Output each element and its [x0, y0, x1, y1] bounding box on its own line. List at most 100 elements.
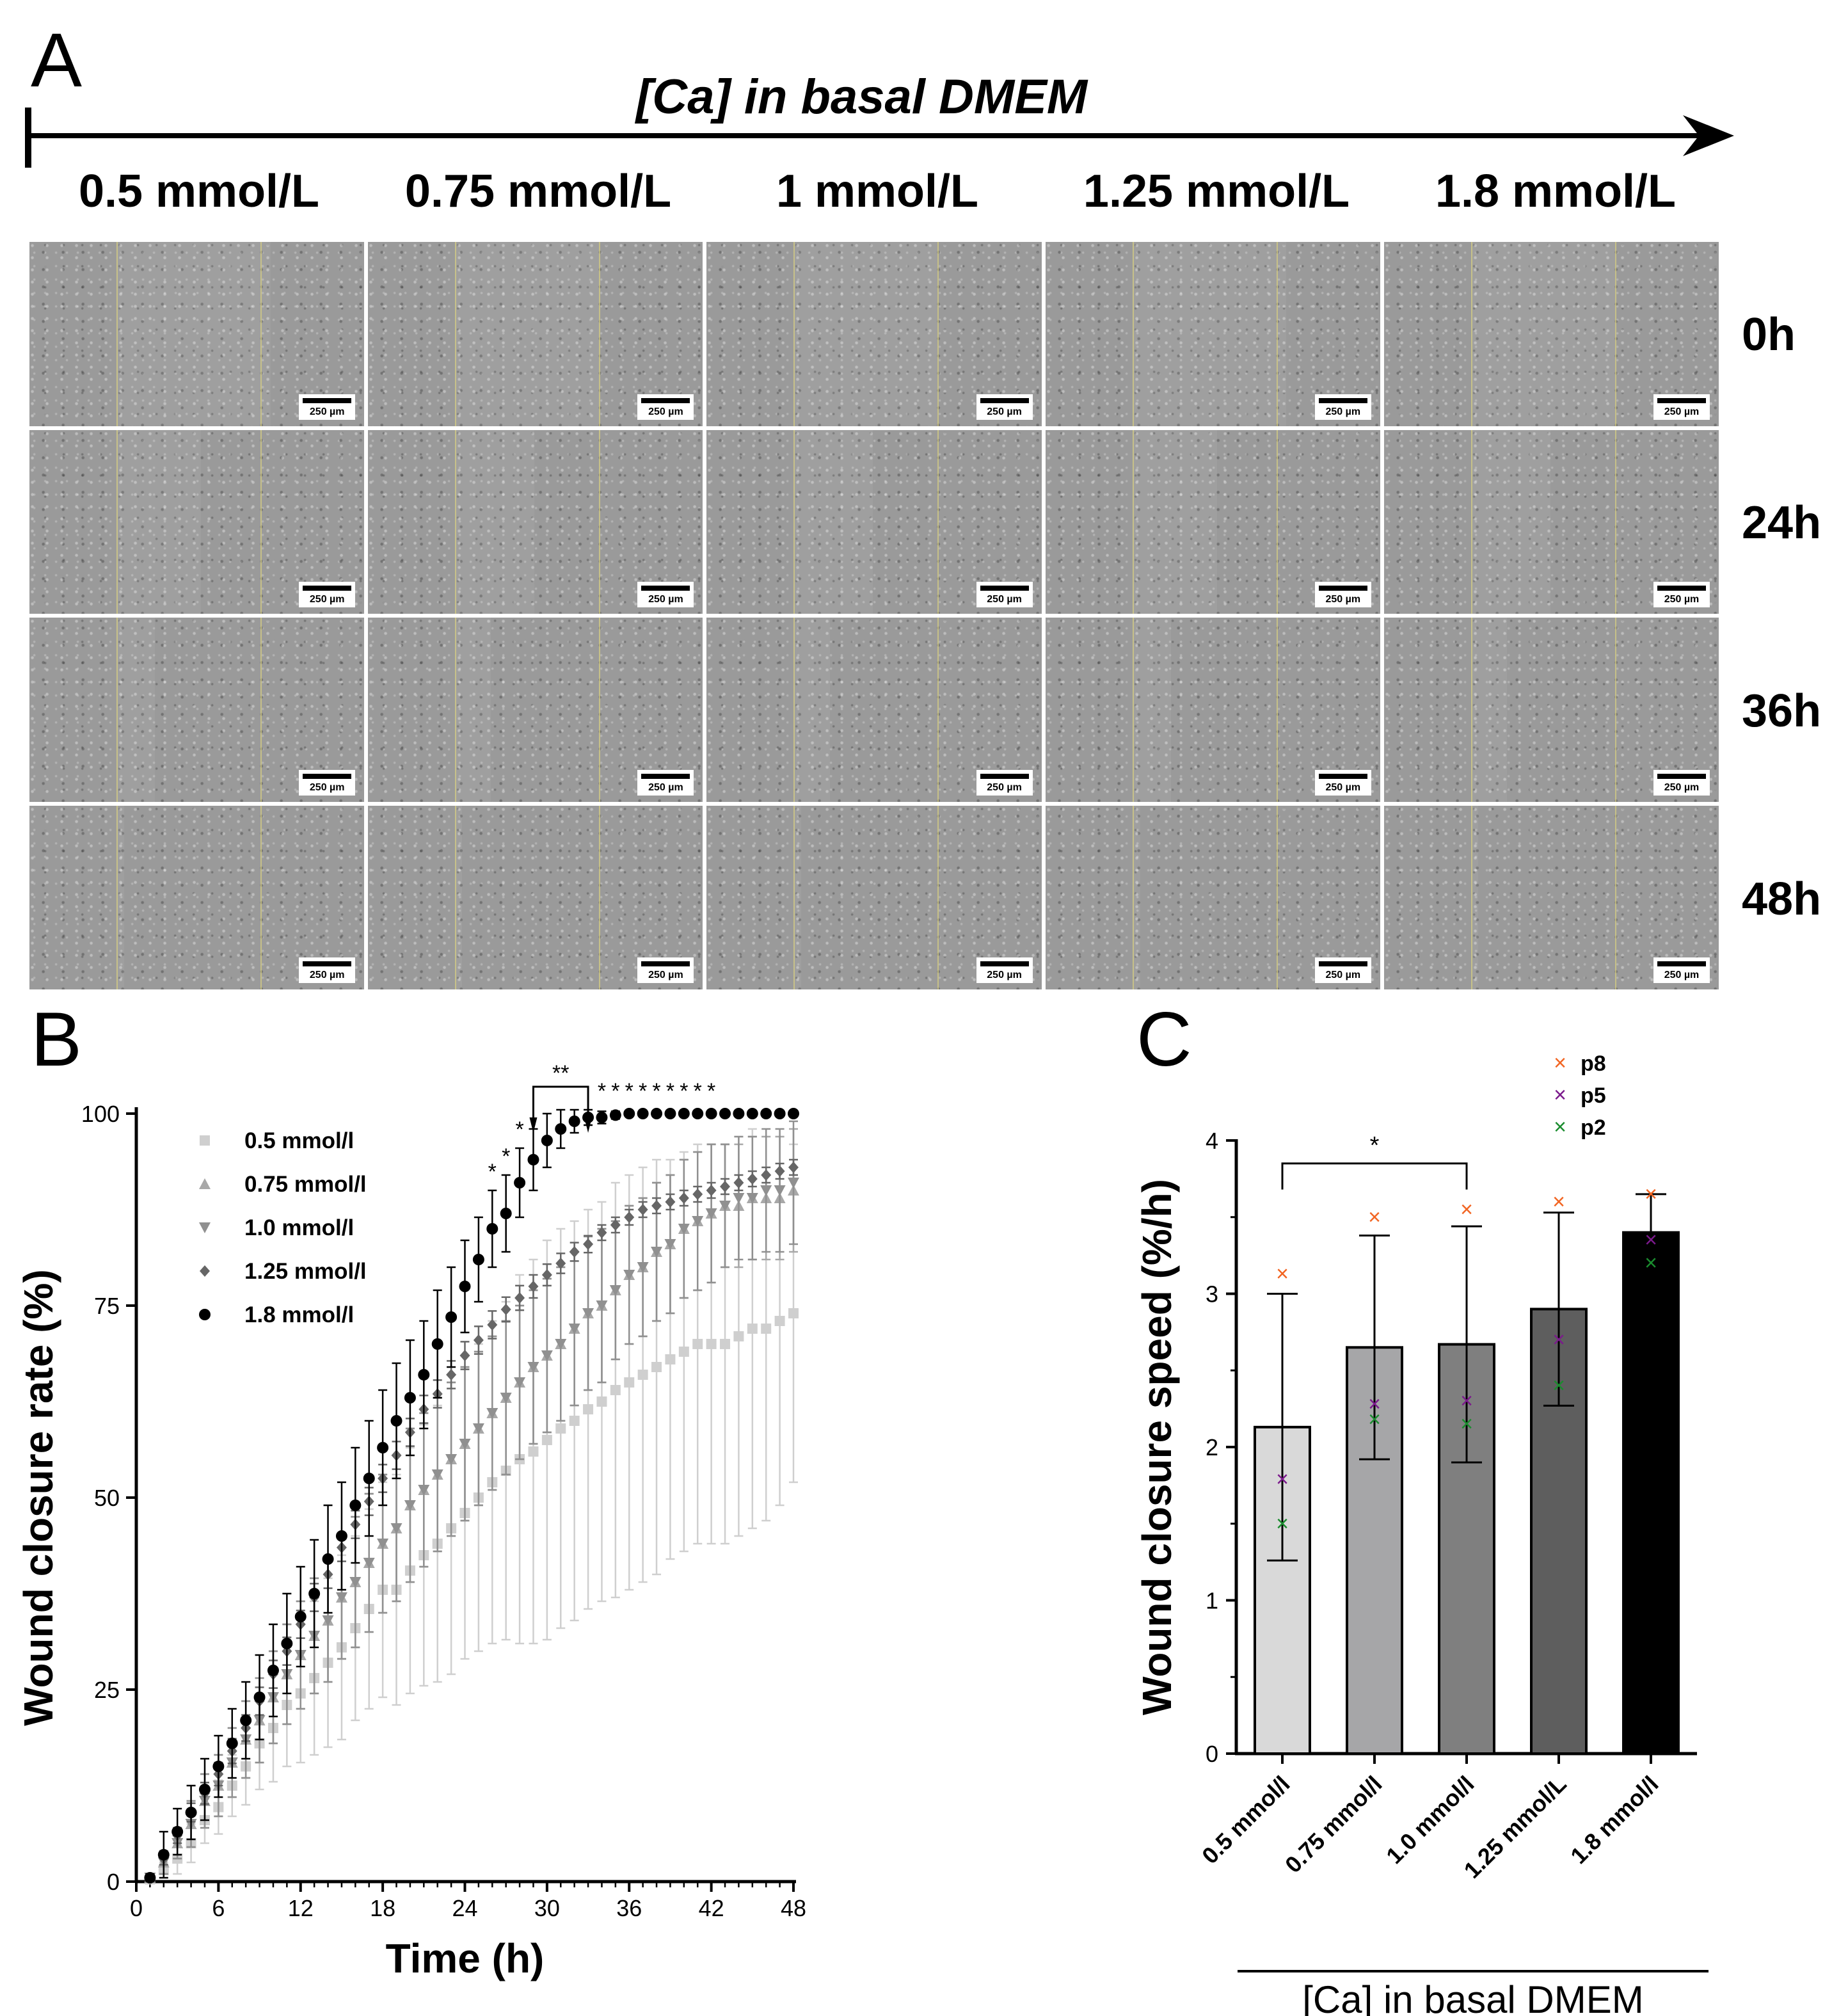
legend-marker: [199, 1309, 211, 1320]
wound-edge-line-right: [1614, 429, 1616, 614]
micrograph-4-0: 250 µm: [1383, 242, 1719, 426]
scale-bar-line: [1318, 397, 1367, 403]
data-point: [665, 1354, 676, 1364]
data-point: [651, 1247, 663, 1258]
significance-star: *: [707, 1079, 715, 1103]
data-point: [637, 1108, 649, 1119]
wound-edge-line-left: [793, 805, 795, 989]
micrograph-0-3: 250 µm: [29, 805, 365, 989]
scale-bar: 250 µm: [1314, 769, 1371, 796]
data-point: [651, 1362, 662, 1372]
scale-bar-label: 250 µm: [987, 594, 1022, 605]
data-point: [404, 1392, 416, 1404]
data-point: [431, 1338, 443, 1350]
data-point: [459, 1350, 470, 1361]
passage-marker: ×: [1276, 1512, 1289, 1536]
wound-edge-line-left: [1470, 242, 1472, 426]
passage-marker: ×: [1645, 1182, 1657, 1206]
micrograph-2-2: 250 µm: [706, 618, 1042, 802]
data-point: [555, 1339, 567, 1350]
data-point: [569, 1416, 580, 1426]
wound-edge-line-left: [793, 429, 795, 614]
wound-edge-line-right: [1276, 618, 1278, 802]
data-point: [487, 1319, 498, 1331]
data-point: [185, 1807, 197, 1818]
data-point: [253, 1692, 266, 1703]
data-point: [746, 1193, 758, 1204]
data-point: [541, 1435, 552, 1445]
scale-bar: 250 µm: [976, 769, 1033, 796]
data-point: [720, 1339, 731, 1349]
wound-gap: [1470, 242, 1615, 426]
wound-gap: [1132, 805, 1140, 989]
data-point: [472, 1423, 484, 1434]
wound-edge-line-left: [455, 805, 457, 989]
conc-label-1: 0.75 mmol/L: [404, 166, 672, 217]
scale-bar-line: [303, 961, 352, 966]
wound-gap: [793, 618, 830, 802]
data-point: [623, 1270, 635, 1281]
passage-marker: ×: [1460, 1197, 1473, 1222]
data-point: [678, 1108, 690, 1119]
scale-bar: 250 µm: [637, 582, 694, 607]
scale-bar-label: 250 µm: [309, 594, 345, 605]
scale-bar-label: 250 µm: [1325, 970, 1361, 980]
wound-gap: [1470, 429, 1550, 614]
scale-bar-label: 250 µm: [1325, 594, 1361, 605]
data-point: [171, 1826, 184, 1837]
scale-bar: 250 µm: [1653, 769, 1710, 796]
concentration-labels: 0.5 mmol/L 0.75 mmol/L 1 mmol/L 1.25 mmo…: [29, 165, 1719, 223]
data-point: [692, 1216, 704, 1227]
data-point: [746, 1108, 758, 1119]
legend-marker: [200, 1135, 210, 1146]
scale-bar-line: [980, 961, 1029, 966]
data-point: [144, 1872, 156, 1884]
wound-gap: [793, 429, 873, 614]
legend-label: 0.5 mmol/l: [244, 1128, 354, 1153]
data-point: [541, 1135, 553, 1146]
data-point: [335, 1530, 347, 1542]
data-point: [377, 1539, 389, 1549]
legend-marker: ×: [1554, 1115, 1566, 1139]
panel-c-label: C: [1136, 996, 1192, 1082]
scale-bar-line: [303, 586, 352, 591]
data-point: [418, 1485, 430, 1496]
passage-marker: ×: [1460, 1389, 1473, 1413]
scale-bar: 250 µm: [1653, 582, 1710, 607]
wound-edge-line-right: [599, 429, 601, 614]
scale-bar-line: [1657, 397, 1706, 403]
significance-star: *: [611, 1079, 619, 1103]
data-point: [651, 1200, 662, 1212]
data-point: [692, 1339, 703, 1349]
scale-bar-label: 250 µm: [987, 781, 1022, 793]
wound-edge-line-right: [260, 242, 262, 426]
legend-label: 1.25 mmol/l: [244, 1259, 367, 1284]
x-tick-label: 6: [212, 1895, 225, 1921]
scale-bar: 250 µm: [1653, 957, 1710, 983]
data-point: [747, 1173, 758, 1185]
scale-bar-line: [641, 773, 690, 779]
significance-star: *: [488, 1160, 497, 1184]
wound-edge-line-left: [455, 429, 457, 614]
passage-marker: ×: [1276, 1467, 1289, 1491]
wound-edge-line-right: [599, 805, 601, 989]
y-tick-label: 25: [94, 1677, 120, 1703]
scale-bar: 250 µm: [1314, 394, 1371, 420]
data-point: [678, 1224, 690, 1235]
scale-bar: 250 µm: [976, 957, 1033, 983]
legend-label: p5: [1581, 1084, 1606, 1108]
data-point: [335, 1592, 347, 1603]
data-point: [582, 1308, 594, 1319]
data-point: [761, 1324, 772, 1334]
wound-edge-line-right: [1276, 242, 1278, 426]
data-point: [623, 1108, 635, 1119]
wound-edge-line-left: [793, 618, 795, 802]
data-point: [528, 1281, 539, 1292]
micrograph-4-3: 250 µm: [1383, 805, 1719, 989]
scale-bar-line: [303, 773, 352, 779]
series-4: [144, 1108, 799, 1884]
data-point: [761, 1169, 772, 1181]
data-point: [610, 1219, 621, 1231]
x-tick-label: 1.8 mmol/l: [1565, 1771, 1663, 1869]
wound-closure-rate-chart: 0 25 50 75 100 0 6 12 18 24 30 36 42 48 Time (h) Wound …: [15, 1061, 806, 1981]
